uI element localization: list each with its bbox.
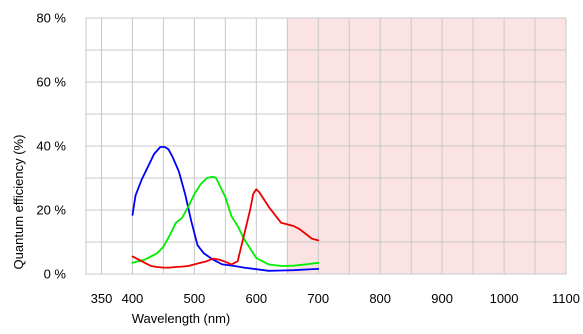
x-tick-label: 1000 (490, 291, 519, 306)
x-tick-label: 500 (184, 291, 206, 306)
x-tick-label: 1100 (552, 291, 580, 306)
y-tick-label: 80 % (36, 11, 66, 26)
y-axis-label: Quantum efficiency (%) (11, 135, 26, 270)
series-line (131, 146, 320, 272)
x-tick-labels: 350 400 500 600 700 800 900 1000 1100 (91, 291, 580, 306)
x-tick-label: 400 (122, 291, 144, 306)
x-tick-label: 700 (307, 291, 329, 306)
y-tick-label: 20 % (36, 203, 66, 218)
y-tick-labels: 0 % 20 % 40 % 60 % 80 % (36, 11, 66, 282)
grid-lines (85, 17, 567, 275)
series-line (131, 175, 320, 267)
y-tick-label: 0 % (44, 267, 67, 282)
series-lines (131, 146, 320, 272)
series-line (131, 188, 320, 269)
plot-border (85, 17, 567, 275)
y-tick-label: 60 % (36, 75, 66, 90)
x-axis-label: Wavelength (nm) (132, 311, 231, 326)
x-tick-label: 800 (369, 291, 391, 306)
y-tick-label: 40 % (36, 139, 66, 154)
x-tick-label: 900 (431, 291, 453, 306)
x-tick-label: 600 (245, 291, 267, 306)
x-tick-label: 350 (91, 291, 113, 306)
